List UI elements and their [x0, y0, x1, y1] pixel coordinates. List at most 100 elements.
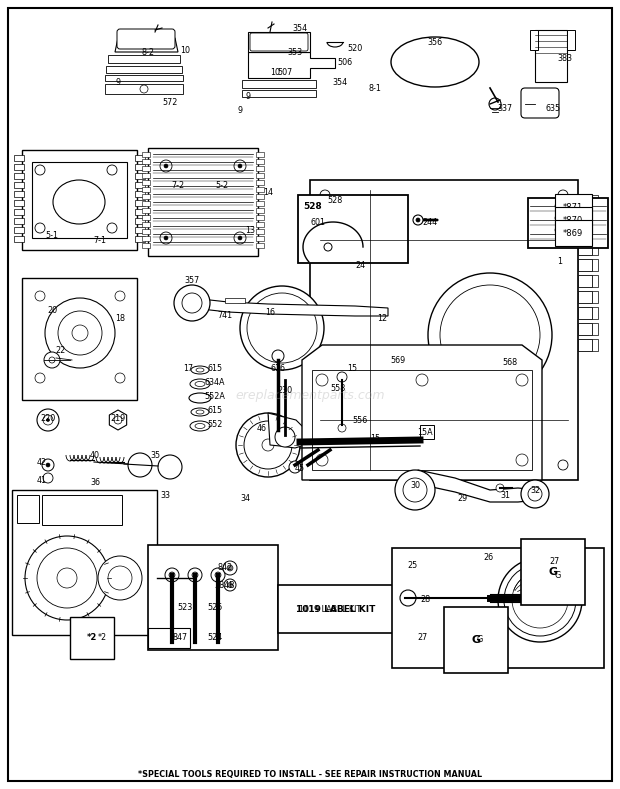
Circle shape [223, 561, 237, 575]
Text: 14: 14 [263, 188, 273, 196]
Bar [392, 548, 604, 668]
Bar [14, 218, 24, 224]
Text: 615: 615 [208, 364, 223, 372]
Ellipse shape [391, 37, 479, 87]
Bar [14, 164, 24, 170]
Bar [22, 150, 137, 250]
Bar [142, 152, 150, 157]
Text: 32: 32 [530, 485, 540, 495]
Bar [592, 211, 598, 223]
Circle shape [395, 470, 435, 510]
Text: 28: 28 [420, 596, 430, 604]
Circle shape [140, 85, 148, 93]
Polygon shape [248, 52, 335, 78]
Text: 5-2: 5-2 [215, 181, 229, 189]
Text: 40: 40 [90, 451, 100, 459]
Text: 26: 26 [483, 554, 493, 563]
Ellipse shape [190, 379, 210, 389]
Text: 7-2: 7-2 [172, 181, 185, 189]
Text: 18: 18 [115, 313, 125, 323]
Text: 601: 601 [311, 218, 326, 226]
Circle shape [128, 453, 152, 477]
Text: 244: 244 [422, 218, 438, 226]
Bar [256, 173, 264, 178]
Bar [578, 323, 592, 335]
Circle shape [489, 98, 501, 110]
Text: 506: 506 [337, 58, 353, 66]
Text: 528: 528 [303, 202, 322, 211]
Bar [142, 173, 150, 178]
Bar [14, 209, 24, 215]
Bar [22, 278, 137, 400]
Polygon shape [302, 345, 542, 480]
Bar [592, 259, 598, 271]
Text: 15: 15 [370, 433, 380, 443]
Bar [256, 152, 264, 157]
Text: 635: 635 [546, 103, 560, 113]
Circle shape [324, 243, 332, 251]
Text: 9: 9 [115, 77, 120, 87]
Bar [142, 222, 150, 227]
Bar [530, 30, 538, 50]
Circle shape [516, 374, 528, 386]
Bar [578, 243, 592, 255]
Text: 552A: 552A [205, 391, 226, 401]
Bar [567, 30, 575, 50]
Bar [148, 628, 190, 648]
Circle shape [115, 291, 125, 301]
Text: *869: *869 [554, 227, 572, 237]
Text: *2: *2 [97, 634, 107, 642]
Bar [278, 585, 393, 633]
Text: 523: 523 [177, 604, 193, 612]
Text: 1019 LABEL KIT: 1019 LABEL KIT [299, 605, 361, 615]
Circle shape [558, 190, 568, 200]
Circle shape [158, 455, 182, 479]
Text: 34: 34 [240, 493, 250, 503]
Text: 1019 LABEL KIT: 1019 LABEL KIT [296, 604, 375, 614]
Circle shape [188, 568, 202, 582]
Circle shape [262, 439, 274, 451]
Text: 36: 36 [90, 477, 100, 487]
Bar [578, 275, 592, 287]
Circle shape [43, 473, 53, 483]
Text: 524: 524 [207, 634, 223, 642]
Text: 353: 353 [288, 47, 303, 57]
Bar [592, 275, 598, 287]
Bar [256, 159, 264, 164]
Polygon shape [192, 298, 388, 316]
Circle shape [238, 236, 242, 240]
Text: 17: 17 [183, 364, 193, 372]
Text: 8-2: 8-2 [141, 47, 154, 57]
Text: 9: 9 [237, 106, 242, 114]
Bar [135, 191, 145, 197]
Bar [256, 180, 264, 185]
Text: 33: 33 [160, 491, 170, 499]
Circle shape [337, 372, 347, 382]
Bar [135, 182, 145, 188]
Circle shape [211, 568, 225, 582]
Text: *SPECIAL TOOLS REQUIRED TO INSTALL - SEE REPAIR INSTRUCTION MANUAL: *SPECIAL TOOLS REQUIRED TO INSTALL - SEE… [138, 771, 482, 780]
Ellipse shape [191, 408, 209, 416]
Bar [14, 155, 24, 161]
Bar [12, 490, 157, 635]
Circle shape [42, 459, 54, 471]
FancyBboxPatch shape [250, 33, 308, 51]
Circle shape [114, 416, 122, 424]
Bar [420, 425, 434, 439]
Text: G: G [555, 570, 561, 579]
Text: 337: 337 [497, 103, 513, 113]
Ellipse shape [196, 368, 204, 372]
Text: 24: 24 [355, 260, 365, 270]
Bar [310, 180, 578, 480]
Circle shape [107, 165, 117, 175]
Circle shape [169, 572, 175, 578]
Text: 572: 572 [162, 98, 178, 107]
Bar [298, 195, 408, 263]
Ellipse shape [196, 410, 204, 414]
Circle shape [192, 572, 198, 578]
Bar [256, 215, 264, 220]
Ellipse shape [189, 393, 211, 403]
Bar [592, 339, 598, 351]
Text: 5-1: 5-1 [45, 230, 58, 240]
Bar [256, 222, 264, 227]
